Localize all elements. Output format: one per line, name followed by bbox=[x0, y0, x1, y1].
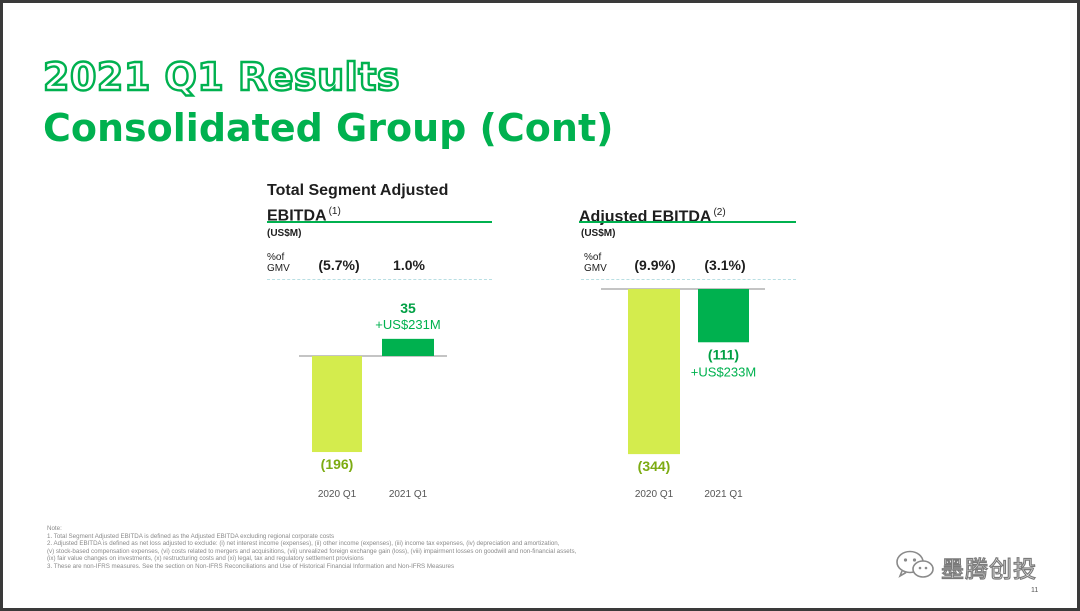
panel-1-footnote-ref: (1) bbox=[328, 206, 341, 217]
panel-1-title-rule bbox=[267, 221, 492, 223]
footnotes: Note: 1. Total Segment Adjusted EBITDA i… bbox=[47, 525, 747, 571]
panel-1-gmv-value-2021: 1.0% bbox=[393, 257, 425, 273]
bar-2021-q1 bbox=[382, 338, 434, 356]
panel-2-footnote-ref: (2) bbox=[713, 207, 726, 218]
category-tick-label: 2021 Q1 bbox=[389, 489, 428, 500]
panel-2-gmv-value-2021: (3.1%) bbox=[704, 257, 746, 273]
panel-1-chart: (196) 2020 Q1 35+US$231M 2021 Q1 bbox=[299, 300, 447, 500]
panel-1-gmv-label: %of GMV bbox=[267, 252, 290, 274]
wechat-icon bbox=[895, 550, 935, 584]
footnote-line: 2. Adjusted EBITDA is defined as net los… bbox=[47, 540, 560, 548]
panel-2-unit: (US$M) bbox=[581, 228, 616, 239]
panel-2-title-rule bbox=[579, 221, 796, 223]
footnote-line: 1. Total Segment Adjusted EBITDA is defi… bbox=[47, 532, 335, 540]
panel-2-title-text: Adjusted EBITDA bbox=[579, 208, 712, 226]
panel-1-title-text: Total Segment Adjusted EBITDA bbox=[267, 182, 449, 225]
watermark-text: 墨腾创投 bbox=[940, 556, 1037, 583]
panel-1-unit: (US$M) bbox=[267, 228, 302, 239]
change-annotation: +US$231M bbox=[375, 317, 440, 332]
bar-value-label: 35 bbox=[400, 300, 416, 316]
category-tick-label: 2020 Q1 bbox=[318, 489, 357, 500]
panel-1-gmv-value-2020: (5.7%) bbox=[318, 257, 360, 273]
watermark: 墨腾创投 bbox=[895, 550, 1037, 584]
slide-title: 2021 Q1 Results bbox=[42, 54, 401, 100]
panel-1-gmv-divider bbox=[267, 279, 492, 280]
footnote-line: (ix) fair value changes on investments, … bbox=[47, 555, 364, 563]
panel-2-gmv-value-2020: (9.9%) bbox=[634, 257, 676, 273]
bar-value-label: (196) bbox=[321, 456, 354, 472]
panel-2-gmv-divider bbox=[581, 279, 796, 280]
bar-2020-q1 bbox=[312, 356, 362, 453]
slide: 2021 Q1 Results Consolidated Group (Cont… bbox=[3, 3, 1077, 608]
footnote-line: Note: bbox=[47, 525, 62, 532]
panel-2-title: Adjusted EBITDA (2) bbox=[579, 202, 809, 227]
panel-2-gmv-label: %of GMV bbox=[584, 252, 607, 274]
footnote-line: (v) stock-based compensation expenses, (… bbox=[47, 547, 577, 555]
footnote-line: 3. These are non-IFRS measures. See the … bbox=[47, 562, 455, 570]
page-number: 11 bbox=[1031, 587, 1039, 594]
panel-1-title: Total Segment Adjusted EBITDA (1) bbox=[267, 180, 487, 226]
slide-subtitle: Consolidated Group (Cont) bbox=[43, 106, 614, 150]
